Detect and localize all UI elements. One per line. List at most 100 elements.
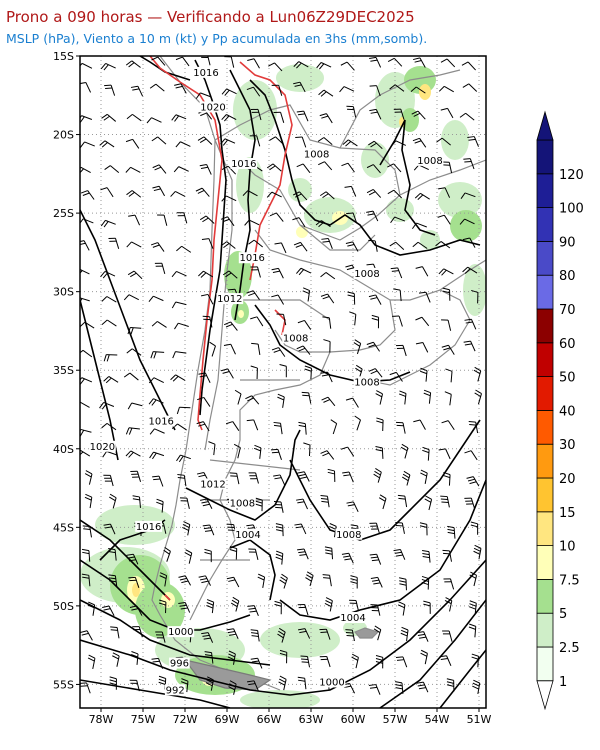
isobar-label-bg [89, 440, 116, 452]
colorbar-segment [536, 376, 554, 411]
colorbar-label: 30 [559, 438, 576, 453]
wind-barb [437, 214, 451, 225]
wind-barb [320, 272, 336, 280]
wind-barb [273, 421, 283, 435]
wind-barb [129, 605, 143, 616]
wind-barb [198, 372, 211, 383]
wind-barb [80, 218, 94, 224]
wind-barb [148, 377, 164, 384]
colorbar-segment [536, 579, 554, 614]
wind-barb [416, 631, 429, 642]
wind-barb [229, 472, 240, 485]
isobar-label-bg [230, 157, 258, 169]
wind-barb [278, 675, 287, 691]
wind-barb [419, 522, 428, 536]
wind-barb [345, 397, 359, 408]
wind-barb [222, 270, 238, 279]
wind-barb [175, 141, 191, 148]
wind-barb [319, 655, 331, 668]
isobar-label-bg [199, 478, 227, 490]
wind-barb [368, 140, 383, 150]
wind-barb [368, 239, 378, 252]
isobar-label: 1000 [319, 677, 344, 688]
wind-barb [163, 546, 171, 562]
wind-barb [387, 189, 402, 199]
colorbar-label: 100 [559, 202, 584, 217]
lon-tick-label: 60W [341, 713, 366, 726]
wind-barb [273, 474, 286, 486]
isobar-label: 1020 [200, 102, 225, 113]
wind-barb [87, 601, 96, 616]
wind-barb [293, 241, 308, 252]
wind-barb [370, 576, 383, 588]
wind-barb [151, 321, 167, 328]
wind-barb [327, 468, 336, 482]
wind-barb [368, 684, 381, 695]
wind-barb [208, 441, 216, 456]
wind-barb [395, 344, 407, 357]
wind-barb [225, 421, 240, 431]
wind-barb [103, 474, 114, 487]
wind-barb [220, 216, 235, 227]
isobar-label-bg [169, 657, 190, 669]
wind-barb [293, 81, 306, 93]
wind-barb [246, 290, 260, 300]
wind-barb [250, 629, 260, 642]
wind-barb [273, 501, 284, 513]
wind-barb [320, 371, 333, 383]
wind-barb [125, 60, 141, 68]
wind-barb [221, 88, 237, 96]
wind-barb [438, 268, 454, 276]
wind-barb [368, 368, 383, 378]
wind-barb [277, 393, 285, 408]
wind-barb [345, 629, 355, 642]
wind-barb [300, 655, 311, 668]
wind-barb [196, 421, 210, 432]
isobar-label-bg [353, 267, 381, 279]
isobar-label: 1016 [231, 159, 256, 170]
wind-barb [329, 523, 337, 538]
wind-barb [445, 368, 453, 383]
lon-tick-label: 54W [425, 713, 450, 726]
colorbar-label: 70 [559, 303, 576, 318]
wind-barb [180, 678, 189, 693]
wind-barb [80, 115, 93, 123]
wind-barb [442, 287, 451, 301]
wind-barb [321, 238, 333, 249]
wind-barb [266, 163, 282, 172]
wind-barb [99, 401, 115, 410]
isobar-label: 1008 [230, 498, 255, 509]
wind-barb [182, 521, 191, 536]
wind-barb [350, 575, 358, 589]
colorbar-segment [536, 139, 554, 175]
wind-barb [471, 289, 479, 304]
wind-barb [227, 650, 236, 665]
wind-barb [248, 239, 264, 248]
wind-barb [273, 111, 285, 123]
lat-tick-label: 45S [53, 521, 74, 534]
isobar-label-bg [318, 676, 346, 688]
wind-barb [80, 62, 93, 69]
wind-barb [387, 57, 403, 67]
wind-barb [394, 681, 404, 694]
wind-barb [436, 137, 451, 146]
colorbar-label: 15 [559, 506, 576, 521]
wind-barb [368, 294, 382, 305]
wind-barb [390, 267, 403, 279]
wind-barb [293, 61, 309, 69]
wind-barb [101, 319, 117, 327]
wind-barb [174, 322, 189, 330]
wind-barb [462, 83, 478, 92]
wind-barb [251, 342, 261, 356]
colorbar-segment [536, 409, 554, 445]
wind-barb [275, 523, 284, 537]
colorbar-segment [536, 342, 554, 377]
wind-barb [125, 450, 141, 458]
wind-barb [220, 368, 234, 379]
wind-barb [103, 354, 118, 362]
wind-barb [341, 162, 355, 173]
colorbar-segment [536, 308, 554, 344]
wind-barb [200, 498, 213, 509]
wind-barb [474, 389, 482, 405]
wind-barb [195, 187, 210, 197]
